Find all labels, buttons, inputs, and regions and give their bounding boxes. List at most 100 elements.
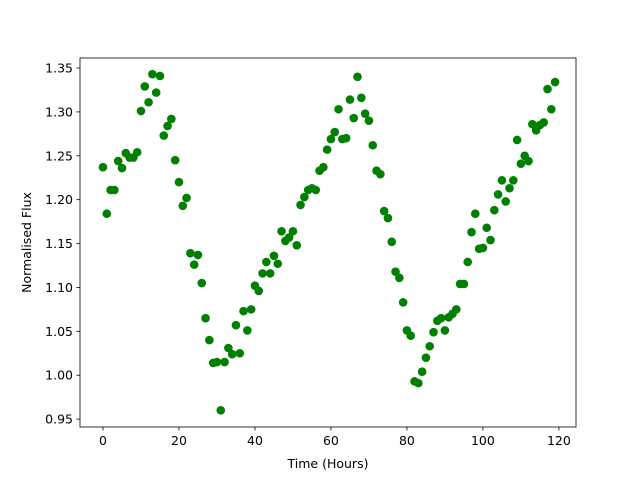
point (246, 305, 256, 314)
point (132, 147, 142, 157)
point (113, 156, 123, 166)
y-tick-label: 1.15 (45, 236, 73, 251)
point (357, 93, 366, 103)
point (170, 155, 180, 165)
x-tick-label: 60 (323, 433, 339, 448)
point (387, 237, 397, 247)
point (98, 162, 108, 172)
point (182, 193, 191, 203)
x-axis-label: Time (Hours) (287, 456, 369, 471)
point (231, 320, 241, 330)
y-tick-label: 1.25 (45, 148, 73, 163)
point (452, 305, 461, 314)
point (136, 106, 146, 116)
y-tick-label: 1.35 (45, 61, 73, 76)
point (501, 197, 511, 206)
point (391, 267, 400, 276)
point (524, 156, 533, 166)
point (178, 201, 188, 211)
point (227, 349, 237, 359)
y-tick-label: 0.95 (45, 412, 73, 427)
point (167, 114, 176, 124)
point (376, 169, 385, 179)
point (319, 162, 328, 172)
point (379, 206, 389, 216)
point (486, 235, 495, 245)
plot-frame (79, 57, 577, 428)
point (269, 251, 279, 261)
point (110, 185, 119, 195)
point (102, 209, 112, 219)
point (417, 367, 427, 377)
y-tick-label: 1.30 (45, 104, 73, 119)
point (539, 118, 549, 127)
x-tick-label: 20 (171, 433, 187, 448)
point (334, 104, 343, 114)
point (216, 406, 226, 415)
point (212, 357, 222, 367)
point (364, 116, 374, 125)
point (288, 226, 298, 236)
point (151, 88, 161, 97)
point (117, 163, 127, 173)
point (505, 183, 514, 193)
point (360, 109, 370, 118)
point (398, 298, 408, 307)
point (349, 113, 359, 123)
point (345, 95, 355, 104)
point (543, 84, 552, 94)
point (235, 348, 245, 358)
point (528, 119, 537, 129)
point (189, 260, 199, 269)
point (368, 140, 378, 150)
point (273, 259, 283, 269)
point (497, 176, 507, 185)
y-axis-label: Normalised Flux (19, 192, 34, 293)
point (163, 121, 172, 131)
point (224, 343, 233, 353)
point (395, 273, 404, 283)
point (516, 159, 526, 168)
point (421, 353, 431, 362)
point (490, 205, 499, 215)
y-tick-label: 1.05 (45, 324, 73, 339)
point (512, 135, 522, 145)
point (155, 71, 165, 81)
point (292, 241, 302, 250)
point (322, 145, 332, 154)
x-tick-label: 100 (471, 433, 495, 448)
point (193, 250, 203, 260)
point (550, 77, 560, 87)
point (277, 226, 286, 236)
point (547, 104, 556, 114)
point (414, 378, 423, 388)
y-tick-label: 1.20 (45, 192, 73, 207)
point (467, 227, 476, 237)
x-tick-label: 40 (247, 433, 263, 448)
point (353, 72, 362, 82)
point (330, 127, 340, 137)
point (220, 357, 229, 367)
point (265, 269, 275, 278)
point (493, 190, 503, 199)
point (478, 243, 488, 253)
point (406, 331, 416, 341)
point (174, 177, 184, 187)
point (262, 257, 271, 267)
point (205, 335, 214, 345)
point (471, 209, 480, 219)
x-tick-label: 80 (399, 433, 415, 448)
point (254, 286, 264, 296)
point (509, 176, 518, 185)
y-tick-label: 1.00 (45, 368, 73, 383)
point (436, 313, 446, 323)
point (326, 134, 336, 144)
point (425, 341, 435, 351)
point (201, 313, 210, 323)
point (239, 306, 248, 316)
point (341, 133, 351, 143)
point (383, 213, 393, 223)
x-tick-label: 120 (547, 433, 571, 448)
point (197, 278, 207, 288)
